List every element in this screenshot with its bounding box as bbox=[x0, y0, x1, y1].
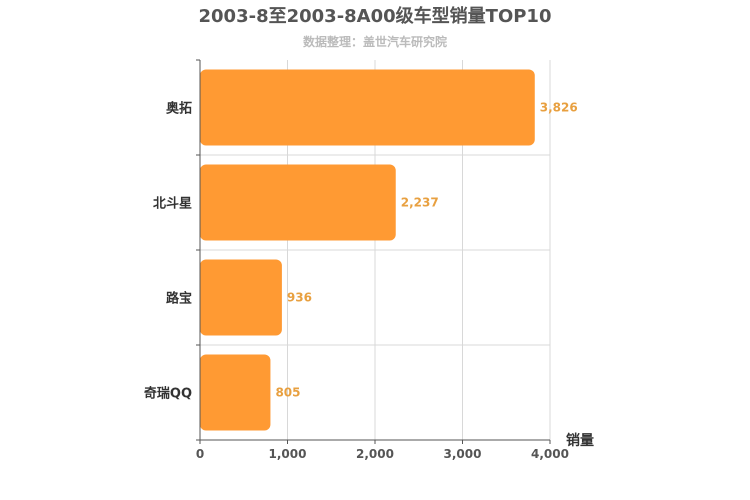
bars: 3,826 2,237 936 805 bbox=[200, 69, 578, 431]
chart-subtitle: 数据整理：盖世汽车研究院 bbox=[303, 34, 447, 49]
bar bbox=[200, 259, 282, 336]
value-label: 936 bbox=[287, 291, 312, 305]
chart-title: 2003-8至2003-8A00级车型销量TOP10 bbox=[199, 5, 552, 27]
bar bbox=[200, 354, 271, 431]
value-label: 805 bbox=[275, 386, 300, 400]
x-tick-label: 1,000 bbox=[269, 447, 307, 461]
category-label: 路宝 bbox=[166, 291, 192, 307]
value-label: 2,237 bbox=[401, 196, 439, 210]
bar bbox=[200, 69, 535, 146]
category-label: 北斗星 bbox=[153, 197, 192, 212]
x-tick-label: 3,000 bbox=[444, 447, 482, 461]
x-tick-label: 2,000 bbox=[356, 447, 394, 461]
x-tick-label: 0 bbox=[196, 447, 204, 461]
x-axis-title: 销量 bbox=[566, 432, 594, 449]
value-label: 3,826 bbox=[540, 101, 578, 115]
category-label: 奇瑞QQ bbox=[144, 386, 192, 402]
category-label: 奥拓 bbox=[166, 101, 192, 117]
x-tick-label: 4,000 bbox=[531, 447, 569, 461]
bar bbox=[200, 164, 396, 241]
